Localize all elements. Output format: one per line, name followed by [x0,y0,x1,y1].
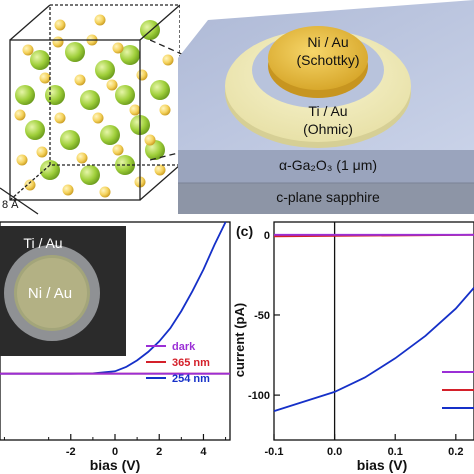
c-y-tick-label: 0 [264,230,270,242]
gallium-atom [80,165,100,185]
c-legend-partial [442,371,474,409]
oxygen-atom [112,42,124,54]
oxygen-atom [144,134,156,146]
legend-label-365nm: 365 nm [172,357,210,369]
gallium-atom [95,60,115,80]
device-inset-photo [0,226,126,356]
c-series-line-254nm [273,287,474,412]
crystal-structure-panel: 8 Å [0,0,181,220]
oxygen-atom [52,36,64,48]
gallium-atom [80,90,100,110]
oxygen-atom [129,104,141,116]
legend-label-dark: dark [172,341,196,353]
oxygen-atom [76,152,88,164]
oxygen-atom [112,144,124,156]
device-schematic-panel: Ni / Au (Schottky) Ti / Au (Ohmic) α-Ga₂… [178,0,474,218]
oxygen-atom [54,19,66,31]
oxygen-atom [106,79,118,91]
gallium-atom [15,85,35,105]
c-x-tick-label: 0.2 [448,446,463,458]
gallium-atom [150,80,170,100]
oxygen-atom [62,184,74,196]
left-x-tick-label: 2 [156,446,162,458]
c-x-tick-label: 0.0 [327,446,342,458]
oxygen-atom [54,112,66,124]
left-x-tick-label: 4 [200,446,207,458]
left-iv-chart: Ti / Au Ni / Au -2 0 2 4 dark 365 nm 254 nm… [0,221,231,473]
oxygen-atom [36,146,48,158]
left-x-tick-label: 0 [112,446,118,458]
left-legend: dark 365 nm 254 nm [146,341,210,385]
gallium-atom [60,130,80,150]
ohmic-note-label: (Ohmic) [303,121,353,137]
oxygen-atom [159,104,171,116]
oxygen-atom [14,109,26,121]
oxygen-atom [162,54,174,66]
left-x-tick-label: -2 [66,446,76,458]
gallium-atom [100,125,120,145]
gallium-atom [120,45,140,65]
schottky-note-label: (Schottky) [296,52,360,68]
gallium-atom [65,42,85,62]
c-x-tick-label: -0.1 [265,446,284,458]
c-plot-frame [273,221,474,441]
oxygen-atom [99,186,111,198]
c-x-tick-label: 0.1 [388,446,403,458]
oxygen-atom [154,164,166,176]
oxygen-atom [92,112,104,124]
oxygen-atom [22,44,34,56]
gallium-atom [115,85,135,105]
oxygen-atom [24,179,36,191]
inset-outer-label: Ti / Au [23,235,62,251]
legend-label-254nm: 254 nm [172,373,210,385]
film-layer-label: α-Ga₂O₃ (1 μm) [278,157,378,173]
c-y-axis-label: current (pA) [232,303,247,377]
gallium-atom [30,50,50,70]
c-y-tick-label: -50 [254,310,270,322]
ohmic-metal-label: Ti / Au [308,103,348,119]
oxygen-atom [136,69,148,81]
gallium-atom [45,85,65,105]
inset-inner-label: Ni / Au [28,285,72,302]
oxygen-atom [16,154,28,166]
left-x-axis-label: bias (V) [90,457,141,473]
oxygen-atom [39,72,51,84]
panel-c-iv-chart: (c) current (pA) -0.1 0.0 0.1 0.2 0 -50 -100 b… [232,221,474,473]
crystal-atoms [14,14,174,198]
schottky-metal-label: Ni / Au [307,34,349,50]
oxygen-atom [74,74,86,86]
lattice-constant-label: 8 Å [2,198,19,211]
gallium-atom [25,120,45,140]
oxygen-atom [94,14,106,26]
panel-c-label: (c) [236,223,253,239]
c-y-tick-label: -100 [248,390,270,402]
c-x-axis-label: bias (V) [357,457,408,473]
substrate-layer-label: c-plane sapphire [276,189,380,205]
